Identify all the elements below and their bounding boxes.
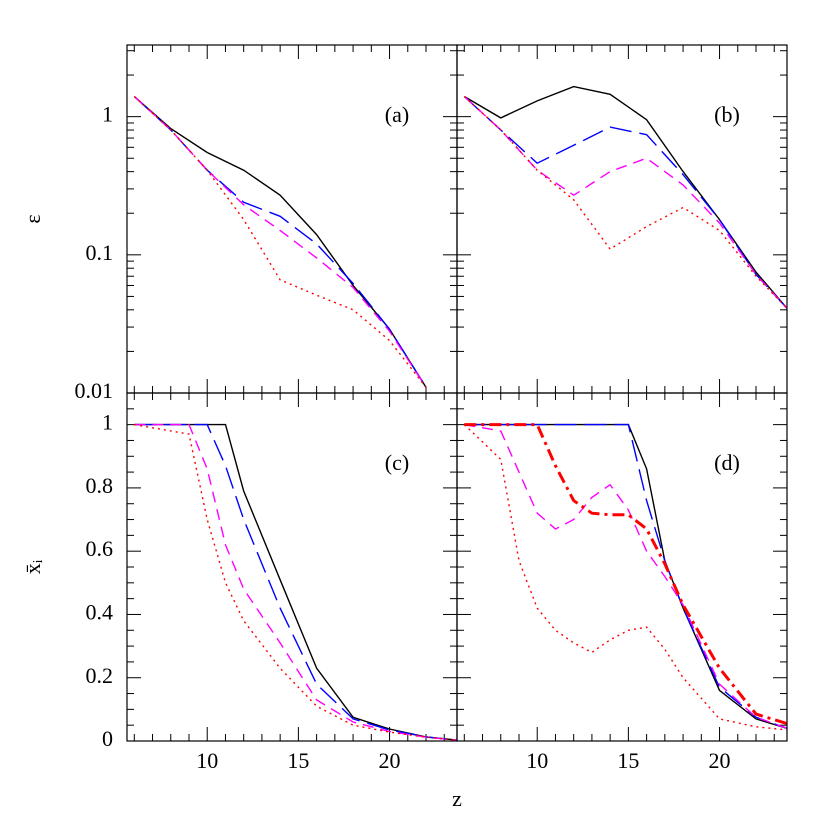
frame bbox=[456, 44, 788, 394]
series-line bbox=[133, 95, 427, 388]
x-axis-label: z bbox=[452, 786, 462, 811]
y-tick-label: 0 bbox=[102, 726, 113, 751]
panel: 0.01 0.1 1 (a) ε bbox=[20, 44, 458, 403]
series-line bbox=[463, 95, 787, 309]
series-line bbox=[134, 423, 457, 741]
y-tick-label: 0.1 bbox=[86, 240, 114, 265]
x-tick-label: 15 bbox=[617, 748, 639, 773]
y-tick-label: 1 bbox=[102, 102, 113, 127]
series-line bbox=[133, 95, 427, 388]
y-axis-label: x̄ᵢ bbox=[20, 559, 45, 574]
series-line bbox=[464, 423, 787, 729]
y-tick-label: 1 bbox=[102, 410, 113, 435]
x-tick-label: 15 bbox=[287, 748, 309, 773]
y-tick-label: 0.2 bbox=[86, 663, 114, 688]
series-line bbox=[463, 95, 787, 309]
series-line bbox=[133, 95, 427, 388]
annotation: (c) bbox=[385, 450, 409, 475]
y-tick-label: 0.6 bbox=[86, 536, 114, 561]
series-line bbox=[133, 95, 427, 388]
annotation: (d) bbox=[714, 450, 740, 475]
y-tick-label: 0.8 bbox=[86, 473, 114, 498]
frame bbox=[456, 392, 788, 742]
panel: 10 15 20 0 0.2 0.4 0.6 0.8 1 (c) x̄ᵢ z bbox=[20, 392, 462, 811]
frame bbox=[126, 44, 458, 394]
y-axis-label: ε bbox=[20, 214, 45, 223]
x-tick-label: 20 bbox=[379, 748, 401, 773]
annotation: (a) bbox=[385, 102, 409, 127]
series-line bbox=[464, 423, 787, 726]
series-line bbox=[463, 95, 787, 309]
series-line bbox=[134, 423, 457, 741]
panel: 10 15 20 (d) bbox=[456, 392, 788, 773]
annotation: (b) bbox=[714, 102, 740, 127]
x-tick-label: 20 bbox=[709, 748, 731, 773]
y-tick-label: 0.01 bbox=[75, 378, 114, 403]
y-tick-label: 0.4 bbox=[86, 600, 114, 625]
frame bbox=[126, 392, 458, 742]
panel: (b) bbox=[456, 44, 788, 394]
x-tick-label: 10 bbox=[196, 748, 218, 773]
x-tick-label: 10 bbox=[526, 748, 548, 773]
